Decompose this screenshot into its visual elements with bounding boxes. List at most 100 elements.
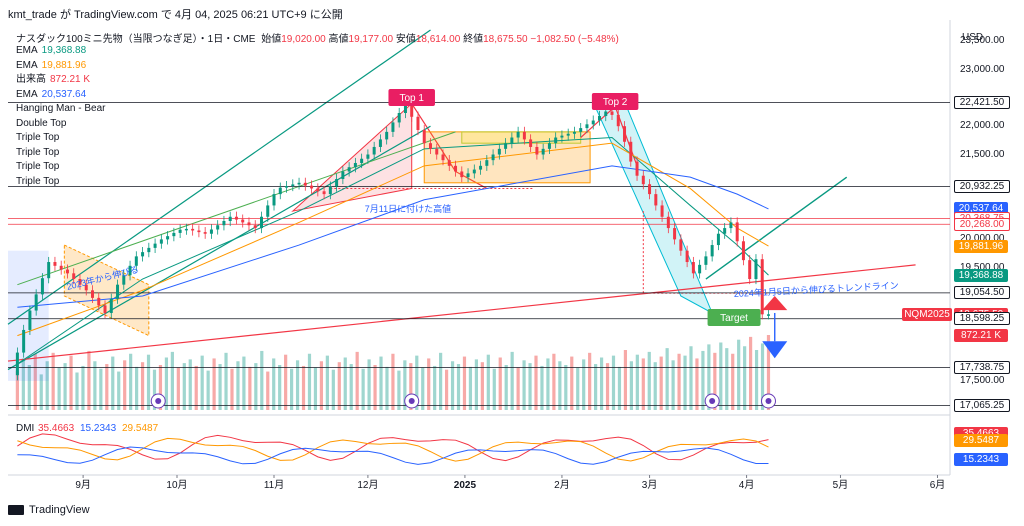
main-pane (8, 30, 950, 412)
time-tick-label: 2025 (454, 480, 477, 491)
candle-body (422, 129, 426, 144)
volume-bar (123, 360, 127, 410)
candle-body (191, 228, 195, 231)
volume-bar (260, 350, 264, 410)
volume-bar (534, 355, 538, 410)
candle-body (416, 116, 420, 130)
volume-bar (75, 372, 79, 410)
legend-row[interactable]: EMA 20,537.64 (16, 88, 86, 103)
symbol-tag: NQM2025 (902, 307, 952, 321)
volume-bar (391, 353, 395, 410)
candle-body (53, 262, 57, 266)
candle-body (272, 194, 276, 206)
price-tick-label: 19,500.00 (960, 261, 1005, 273)
high-label: 高値 (328, 34, 349, 45)
legend-row[interactable]: Triple Top (16, 160, 59, 175)
candle-body (134, 256, 138, 266)
volume-bars (15, 335, 771, 410)
change-value: −1,082.50 (−5.48%) (530, 34, 619, 45)
legend-row[interactable]: Hanging Man - Bear (16, 102, 106, 117)
legend-row[interactable]: Triple Top (16, 175, 59, 190)
volume-bar (99, 368, 103, 410)
candle-body (497, 148, 501, 155)
time-tick-label: 3月 (642, 479, 658, 491)
candle-body (760, 259, 764, 315)
left-box (63, 244, 150, 337)
trendline-upper (7, 29, 431, 325)
volume-bar (689, 346, 693, 410)
volume-bar (289, 368, 294, 410)
candle-body (735, 222, 739, 242)
candle-body (597, 116, 601, 121)
legend-row[interactable]: Double Top (16, 117, 66, 132)
legend-row[interactable]: EMA 19,368.88 (16, 44, 86, 59)
candle-body (247, 222, 251, 226)
volume-bar (200, 355, 204, 410)
volume-bar (570, 356, 574, 410)
candle-body (366, 154, 370, 159)
volume-bar (63, 363, 67, 410)
candle-body (591, 120, 595, 125)
candle-body (723, 228, 727, 234)
volume-bar (617, 366, 622, 410)
price-tick-label: 21,500.00 (960, 148, 1005, 160)
low-value: 18,614.00 (415, 34, 461, 45)
volume-bar (725, 348, 729, 410)
volume-bar (182, 363, 186, 410)
event-marker-dot (765, 398, 772, 404)
volume-bar (51, 352, 55, 410)
legend-row[interactable]: EMA 19,881.96 (16, 59, 86, 74)
candle-body (710, 245, 714, 257)
candle-body (766, 314, 770, 316)
candle-body (278, 187, 282, 195)
candle-body (184, 228, 188, 231)
legend-row[interactable]: Triple Top (16, 146, 59, 161)
event-marker-dot (155, 398, 162, 404)
currency-label[interactable]: USD (962, 32, 984, 43)
candle-body (335, 179, 339, 187)
volume-bar (516, 367, 520, 410)
candle-body (610, 111, 614, 115)
volume-bar (218, 364, 222, 410)
volume-bar (456, 364, 461, 410)
volume-bar (152, 369, 157, 410)
price-level-tag: 17,065.25 (954, 398, 1010, 412)
candle-body (522, 131, 526, 140)
high-value: 19,177.00 (348, 34, 394, 45)
volume-bar (188, 359, 192, 410)
volume-bar (701, 350, 705, 410)
volume-bar (337, 362, 341, 410)
symbol-info: ナスダック100ミニ先物（当限つなぎ足）・1日・CME 始値19,020.00 … (16, 30, 619, 45)
volume-bar (665, 348, 669, 410)
candle-body (166, 236, 170, 240)
volume-bar (754, 350, 759, 410)
candle-body (153, 243, 157, 248)
volume-bar (278, 365, 282, 410)
target-label-bg (707, 309, 761, 326)
volume-bar (582, 359, 586, 410)
price-level-tag: 872.21 K (954, 329, 1008, 343)
volume-bar (564, 365, 568, 410)
price-tick-label: 17,500.00 (960, 374, 1005, 386)
legend-row[interactable]: Triple Top (16, 131, 59, 146)
candle-body (203, 232, 207, 234)
legend-name: EMA (16, 45, 38, 56)
candle-body (241, 219, 245, 223)
candle-body (641, 175, 645, 185)
volume-bar (599, 357, 604, 410)
volume-bar (397, 370, 401, 410)
volume-bar (731, 353, 735, 410)
legend-row[interactable]: 出来高 872.21 K (16, 73, 90, 88)
volume-bar (170, 351, 174, 410)
brand-name: TradingView (29, 504, 90, 516)
time-tick-label: 2月 (554, 479, 570, 491)
candle-body (122, 275, 126, 285)
volume-bar (379, 356, 383, 410)
volume-bar (403, 360, 407, 410)
event-marker-dot (408, 398, 415, 404)
volume-bar (361, 368, 365, 410)
dmi-plus-line (17, 433, 769, 462)
close-label: 終値 (463, 34, 484, 45)
volume-bar (254, 363, 258, 410)
